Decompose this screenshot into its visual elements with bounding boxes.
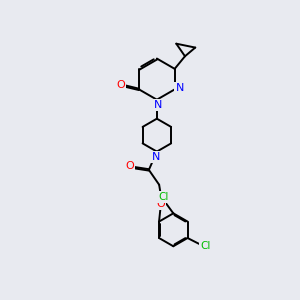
Text: Cl: Cl [158,192,169,202]
Text: O: O [116,80,125,90]
Text: Cl: Cl [200,241,210,251]
Text: N: N [176,83,184,93]
Text: O: O [125,161,134,171]
Text: O: O [156,199,165,209]
Text: N: N [154,100,162,110]
Text: N: N [152,152,160,162]
